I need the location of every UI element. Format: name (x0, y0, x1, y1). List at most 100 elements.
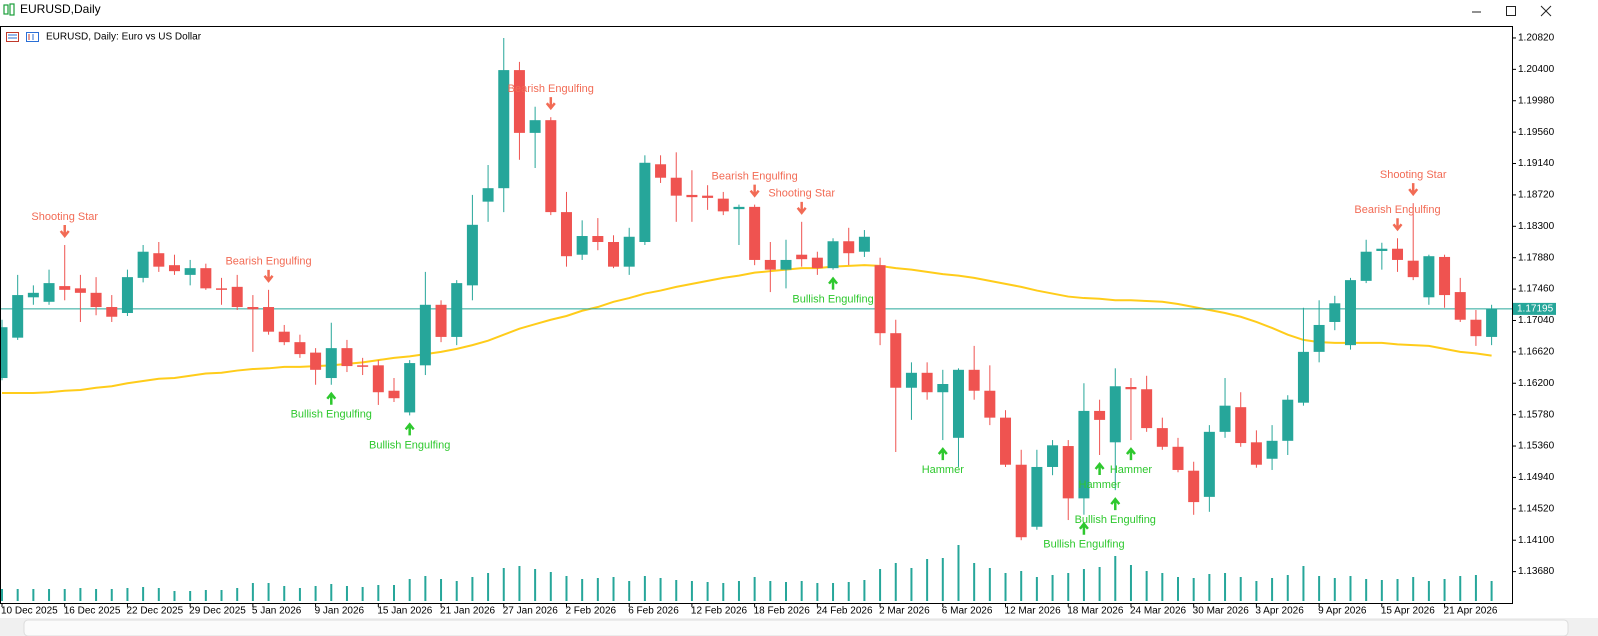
maximize-button[interactable] (1506, 6, 1516, 16)
candle-body (529, 120, 541, 133)
pattern-text: Bearish Engulfing (225, 256, 311, 268)
volume-bar (988, 568, 991, 601)
candle-body (905, 372, 917, 388)
candle-body (764, 259, 776, 270)
x-tick-label: 24 Mar 2026 (1130, 606, 1187, 617)
y-tick-label: 1.15360 (1518, 441, 1555, 452)
volume-bar (79, 588, 82, 601)
volume-bar (941, 558, 944, 601)
candle-body (937, 384, 949, 393)
candle-body (59, 286, 71, 290)
volume-bar (157, 588, 160, 601)
pattern-arrow-up (1125, 447, 1136, 461)
volume-bar (1224, 573, 1227, 601)
volume-bar (1035, 577, 1038, 601)
volume-bar (142, 587, 145, 601)
x-tick-label: 21 Jan 2026 (440, 606, 495, 617)
y-tick-label: 1.14520 (1518, 503, 1555, 514)
volume-bar (1443, 579, 1446, 601)
volume-bar (455, 581, 458, 601)
x-tick-label: 2 Mar 2026 (879, 606, 930, 617)
candle-body (247, 307, 259, 310)
candle-body (1219, 405, 1231, 432)
candle-body (43, 283, 55, 302)
volume-bar (565, 576, 568, 601)
volume-bar (298, 588, 301, 601)
x-tick-label: 5 Jan 2026 (252, 606, 302, 617)
candle-body (1203, 431, 1215, 497)
candle-body (1, 327, 8, 379)
candle-body (357, 365, 369, 367)
volume-bar (596, 578, 599, 601)
x-tick-label: 22 Dec 2025 (126, 606, 183, 617)
volume-bar (957, 545, 960, 601)
candle-body (27, 292, 39, 298)
candle-body (639, 162, 651, 243)
candle-body (388, 390, 400, 399)
pattern-arrow-down (545, 97, 556, 111)
volume-bar (753, 577, 756, 601)
volume-bar (628, 581, 631, 601)
candle-body (419, 304, 431, 366)
candle-body (1454, 292, 1466, 320)
x-tick-label: 21 Apr 2026 (1444, 606, 1498, 617)
candle-body (466, 224, 478, 286)
candle-body (325, 348, 337, 379)
pattern-text: Bearish Engulfing (712, 171, 798, 183)
x-tick-label: 12 Mar 2026 (1005, 606, 1062, 617)
volume-bar (189, 591, 192, 601)
pattern-arrow-down (796, 201, 807, 215)
x-tick-label: 15 Apr 2026 (1381, 606, 1435, 617)
candle-body (655, 164, 667, 178)
candle-body (1047, 445, 1059, 467)
last-price-tag (1513, 302, 1556, 315)
volume-bar (502, 568, 505, 601)
candle-body (121, 277, 133, 314)
candle-body (592, 236, 604, 243)
candle-body (1470, 319, 1482, 337)
volume-bar (95, 589, 98, 601)
volume-bar (267, 583, 270, 601)
volume-bar (314, 586, 317, 601)
volume-bar (769, 581, 772, 601)
volume-bar (1082, 569, 1085, 601)
volume-bar (361, 587, 364, 601)
volume-bar (1177, 577, 1179, 601)
volume-bar (1412, 577, 1415, 601)
volume-bar (16, 589, 19, 601)
volume-bar (1349, 576, 1352, 601)
candle-body (796, 254, 808, 260)
volume-bar (220, 590, 223, 601)
volume-bar (440, 579, 443, 601)
candle-body (1313, 324, 1325, 352)
volume-bar (1020, 571, 1023, 601)
volume-bar (1, 589, 3, 601)
volume-bar (1051, 575, 1054, 601)
candle-body (984, 390, 996, 418)
close-button[interactable] (1540, 5, 1552, 17)
volume-bar (785, 582, 787, 601)
candle-body (372, 365, 384, 393)
volume-bar (110, 589, 113, 601)
volume-bar (1067, 573, 1070, 601)
volume-bar (659, 578, 662, 601)
volume-bar (1208, 574, 1211, 601)
volume-bar (847, 582, 850, 601)
candle-body (623, 236, 635, 267)
volume-bar (1318, 576, 1321, 601)
x-tick-label: 30 Mar 2026 (1193, 606, 1250, 617)
candle-body (341, 348, 353, 367)
volume-bar (487, 573, 490, 601)
candle-body (1297, 351, 1309, 403)
candle-body (968, 369, 980, 391)
y-tick-label: 1.18300 (1518, 221, 1555, 232)
candle-body (1329, 303, 1341, 322)
pattern-arrow-down (749, 184, 760, 198)
volume-bar (879, 569, 882, 601)
pattern-arrow-up (1110, 497, 1121, 511)
volume-bar (612, 577, 615, 601)
volume-bar (1365, 579, 1368, 601)
volume-bar (1145, 571, 1148, 601)
volume-bar (1239, 577, 1242, 601)
